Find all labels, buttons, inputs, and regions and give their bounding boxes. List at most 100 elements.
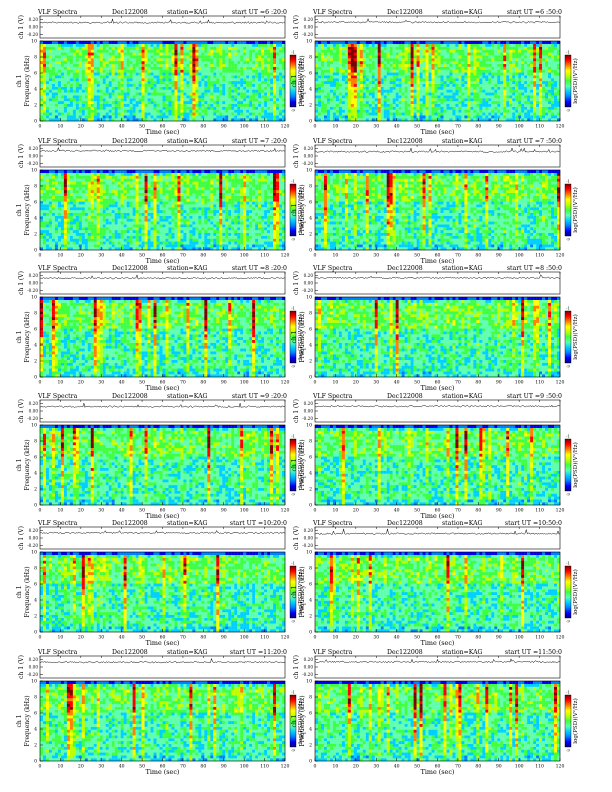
freq-tick-label: 4 (34, 343, 37, 349)
channel-tick-label: 0.00 (29, 665, 39, 670)
time-tick-label: 100 (240, 764, 249, 770)
colorbar-min-label: -9 (566, 492, 570, 497)
colorbar-max-label: -1 (566, 50, 570, 55)
colorbar-label: log(PSD)(V²/Hz) (572, 187, 579, 233)
time-tick-label: 30 (373, 635, 379, 641)
panel-station: station=KAG (167, 9, 208, 16)
panel-station: station=KAG (167, 649, 208, 656)
freq-tick-label: 10 (306, 679, 312, 685)
time-tick-label: 10 (57, 253, 63, 259)
panel-title: VLF Spectra (37, 393, 78, 400)
panel-station: station=KAG (442, 138, 483, 145)
freq-tick-label: 10 (31, 679, 37, 685)
channel-name-label: ch 1 (16, 204, 23, 217)
freq-tick-label: 6 (309, 455, 312, 461)
time-tick-label: 20 (78, 764, 84, 770)
panel-title: VLF Spectra (312, 138, 353, 145)
time-tick-label: 10 (332, 764, 338, 770)
time-tick-label: 10 (332, 253, 338, 259)
freq-tick-label: 0 (309, 375, 312, 381)
freq-tick-label: 4 (309, 471, 312, 477)
time-tick-label: 10 (332, 380, 338, 386)
freq-tick-label: 8 (34, 439, 37, 445)
channel-tick-label: 0.20 (304, 657, 314, 662)
spectrogram-panel: VLF Spectra Dec122008 station=KAG start UT … (291, 649, 579, 776)
freq-tick-label: 4 (34, 727, 37, 733)
spectrogram-panel: VLF Spectra Dec122008 station=KAG start UT … (291, 520, 579, 647)
channel-tick-label: -0.20 (27, 672, 38, 677)
time-tick-label: 0 (314, 508, 317, 514)
time-tick-label: 50 (139, 253, 145, 259)
time-tick-label: 20 (353, 380, 359, 386)
time-tick-label: 90 (221, 635, 227, 641)
channel-name-label: ch 1 (16, 586, 23, 599)
time-tick-label: 50 (139, 380, 145, 386)
time-tick-label: 100 (515, 764, 524, 770)
channel-tick-label: 0.00 (29, 409, 39, 414)
channel-tick-label: 0.20 (29, 528, 39, 533)
spectrogram-panel: VLF Spectra Dec122008 station=KAG start UT … (291, 265, 579, 392)
channel-tick-label: -0.20 (27, 416, 38, 421)
time-tick-label: 40 (394, 253, 400, 259)
freq-axis-label: Frequency (kHz) (299, 695, 306, 746)
colorbar-max-label: -1 (291, 50, 295, 55)
channel-tick-label: -0.20 (302, 543, 313, 548)
panel-start-ut: start UT =10:20:0 (230, 520, 287, 527)
freq-tick-label: 2 (309, 614, 312, 620)
channel-name-label: ch 1 (16, 331, 23, 344)
time-tick-label: 70 (180, 253, 186, 259)
time-tick-label: 90 (221, 124, 227, 130)
colorbar-min-label: -9 (566, 748, 570, 753)
colorbar-min-label: -9 (291, 492, 295, 497)
time-tick-label: 0 (39, 635, 42, 641)
time-tick-label: 10 (57, 764, 63, 770)
time-axis-label: Time (sec) (421, 384, 455, 392)
time-tick-label: 70 (180, 635, 186, 641)
channel-axis-label: ch 1 (V) (293, 271, 300, 295)
time-tick-label: 0 (314, 380, 317, 386)
freq-axis-label: Frequency (kHz) (299, 55, 306, 106)
time-tick-label: 0 (39, 253, 42, 259)
colorbar (565, 184, 571, 236)
colorbar-min-label: -9 (291, 108, 295, 113)
colorbar (565, 695, 571, 747)
time-tick-label: 30 (98, 380, 104, 386)
freq-tick-label: 10 (31, 168, 37, 174)
time-tick-label: 90 (496, 764, 502, 770)
colorbar (565, 439, 571, 491)
time-tick-label: 20 (78, 253, 84, 259)
channel-axis-label: ch 1 (V) (293, 399, 300, 423)
channel-tick-label: 0.00 (304, 281, 314, 286)
time-tick-label: 100 (515, 380, 524, 386)
channel-tick-label: 0.00 (29, 154, 39, 159)
time-tick-label: 70 (455, 253, 461, 259)
freq-tick-label: 6 (34, 455, 37, 461)
time-tick-label: 20 (78, 508, 84, 514)
freq-tick-label: 4 (309, 598, 312, 604)
colorbar-max-label: -1 (566, 561, 570, 566)
time-axis-label: Time (sec) (421, 639, 455, 647)
channel-tick-label: 0.00 (304, 409, 314, 414)
time-tick-label: 20 (78, 124, 84, 130)
time-tick-label: 110 (535, 508, 544, 514)
panel-date: Dec122008 (112, 520, 148, 527)
freq-tick-label: 6 (34, 200, 37, 206)
spectrogram-panel: VLF Spectra Dec122008 station=KAG start UT … (16, 520, 304, 647)
panel-title: VLF Spectra (37, 649, 78, 656)
time-tick-label: 10 (57, 635, 63, 641)
time-tick-label: 110 (260, 764, 269, 770)
time-tick-label: 80 (200, 380, 206, 386)
panel-start-ut: start UT =7 :50:0 (507, 138, 562, 145)
panel-date: Dec122008 (112, 265, 148, 272)
colorbar-max-label: -1 (291, 434, 295, 439)
time-tick-label: 110 (260, 124, 269, 130)
time-tick-label: 80 (475, 764, 481, 770)
colorbar-label: log(PSD)(V²/Hz) (572, 569, 579, 615)
channel-tick-label: -0.20 (302, 161, 313, 166)
channel-name-label: ch 1 (291, 459, 298, 472)
time-tick-label: 110 (260, 508, 269, 514)
panel-date: Dec122008 (387, 9, 423, 16)
freq-tick-label: 2 (309, 103, 312, 109)
freq-tick-label: 10 (306, 550, 312, 556)
